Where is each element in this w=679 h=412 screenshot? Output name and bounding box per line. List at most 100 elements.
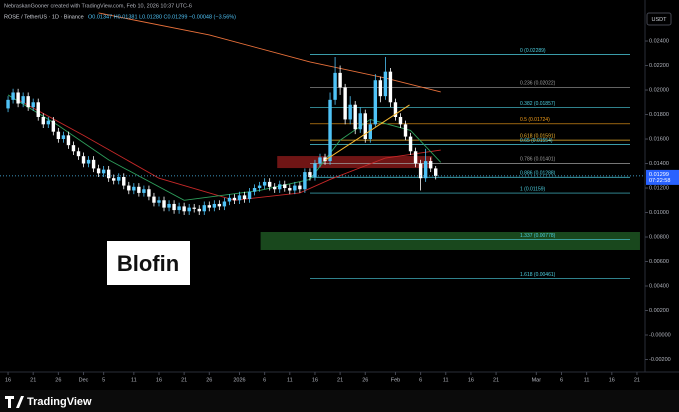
y-tick-label: 0.01200 bbox=[649, 185, 669, 191]
candle-body bbox=[217, 203, 222, 207]
y-tick-label: 0.02000 bbox=[649, 87, 669, 93]
y-tick-label: 0.01000 bbox=[649, 210, 669, 216]
candle-body bbox=[212, 203, 217, 208]
x-tick-label: 21 bbox=[30, 377, 36, 383]
candle-body bbox=[132, 186, 136, 191]
candle-body bbox=[242, 195, 247, 200]
candle-body bbox=[6, 99, 10, 109]
fib-label: 1.618 (0.00461) bbox=[520, 272, 556, 278]
zone bbox=[277, 156, 433, 169]
candle-body bbox=[373, 80, 378, 125]
y-tick-label: 0.01800 bbox=[649, 112, 669, 118]
candle-body bbox=[41, 116, 45, 125]
currency-box[interactable] bbox=[646, 12, 672, 26]
candle-body bbox=[323, 157, 327, 162]
fib-label: 0.618 (0.01591) bbox=[520, 133, 556, 139]
candle-body bbox=[122, 176, 126, 186]
symbol: ROSE / TetherUS · 1D · Binance bbox=[4, 14, 84, 20]
x-tick-label: 26 bbox=[206, 377, 212, 383]
candle-body bbox=[172, 203, 176, 211]
candle-body bbox=[267, 181, 272, 187]
candle-body bbox=[398, 116, 403, 125]
x-tick-label: 16 bbox=[468, 377, 474, 383]
candle-body bbox=[51, 120, 56, 132]
fib-label: 0 (0.02289) bbox=[520, 48, 546, 54]
candle-body bbox=[308, 172, 312, 177]
x-tick-label: 6 bbox=[263, 377, 266, 383]
candle-body bbox=[363, 113, 367, 140]
candle-body bbox=[31, 102, 35, 108]
candle-body bbox=[127, 185, 131, 191]
candle-body bbox=[257, 185, 262, 189]
candle-body bbox=[26, 96, 30, 108]
candle-body bbox=[262, 181, 267, 186]
y-tick-label: 0.00400 bbox=[649, 283, 669, 289]
candle-body bbox=[137, 186, 141, 193]
fib-label: 0.886 (0.01288) bbox=[520, 171, 556, 177]
candle-body bbox=[343, 87, 347, 120]
x-tick-label: 5 bbox=[102, 377, 105, 383]
fib-label: 0.786 (0.01401) bbox=[520, 157, 556, 163]
candle-body bbox=[252, 188, 257, 192]
x-tick-label: Feb bbox=[391, 377, 400, 383]
candle-body bbox=[152, 196, 156, 203]
candle-body bbox=[434, 168, 438, 176]
candle-body bbox=[318, 157, 322, 164]
candle-body bbox=[222, 201, 227, 207]
candle-body bbox=[21, 96, 25, 104]
candle-body bbox=[378, 80, 383, 97]
candle-body bbox=[162, 200, 166, 208]
currency[interactable]: USDT bbox=[652, 17, 668, 23]
x-tick-label: 6 bbox=[560, 377, 563, 383]
x-tick-label: 21 bbox=[493, 377, 499, 383]
x-tick-label: 11 bbox=[131, 377, 137, 383]
watermark: Blofin bbox=[117, 251, 179, 276]
x-tick-label: 26 bbox=[55, 377, 61, 383]
watermark-box bbox=[107, 241, 190, 285]
x-tick-label: 26 bbox=[362, 377, 368, 383]
moving-average bbox=[17, 99, 441, 201]
candle-body bbox=[368, 124, 372, 140]
fib-label: 1 (0.01159) bbox=[520, 186, 546, 192]
candle-body bbox=[328, 99, 332, 162]
y-tick-label: -0.00000 bbox=[649, 332, 671, 338]
candle-body bbox=[293, 185, 297, 191]
moving-average bbox=[98, 12, 441, 93]
candle-body bbox=[237, 195, 242, 201]
candle-body bbox=[61, 135, 66, 140]
y-tick-label: 0.02200 bbox=[649, 63, 669, 69]
candle-body bbox=[71, 145, 76, 152]
last-price-label: 0.01299 bbox=[649, 172, 669, 178]
candle-body bbox=[192, 207, 196, 209]
y-tick-label: 0.01600 bbox=[649, 136, 669, 142]
candle-body bbox=[197, 208, 201, 212]
brand-logo bbox=[5, 396, 24, 408]
candle-body bbox=[91, 159, 96, 169]
x-tick-label: 11 bbox=[443, 377, 449, 383]
candle-body bbox=[16, 92, 20, 104]
candle-body bbox=[142, 189, 146, 193]
candle-body bbox=[388, 71, 393, 103]
candle-body bbox=[353, 104, 357, 130]
candle-body bbox=[278, 184, 282, 190]
candle-body bbox=[96, 168, 101, 174]
x-tick-label: 2026 bbox=[233, 377, 245, 383]
y-tick-label: 0.00200 bbox=[649, 308, 669, 314]
candle-body bbox=[288, 188, 292, 191]
y-tick-label: 0.02400 bbox=[649, 38, 669, 44]
candle-body bbox=[283, 184, 287, 189]
candle-body bbox=[423, 161, 428, 179]
candle-body bbox=[202, 205, 206, 212]
candle-body bbox=[157, 200, 161, 203]
candle-body bbox=[187, 207, 191, 212]
footer bbox=[0, 390, 679, 412]
candle-body bbox=[247, 191, 252, 200]
candle-body bbox=[313, 163, 317, 177]
candle-body bbox=[117, 176, 121, 181]
x-tick-label: 21 bbox=[337, 377, 343, 383]
candle-body bbox=[167, 203, 171, 208]
fib-label: 0.236 (0.02022) bbox=[520, 81, 556, 87]
candle-body bbox=[303, 172, 307, 190]
